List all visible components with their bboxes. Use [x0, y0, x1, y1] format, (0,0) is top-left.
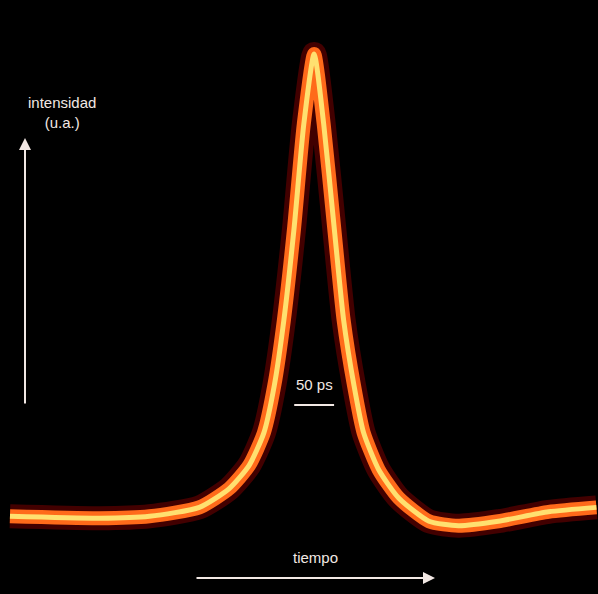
svg-text:50 ps: 50 ps [296, 376, 333, 393]
svg-text:tiempo: tiempo [293, 549, 338, 566]
svg-text:intensidad(u.a.): intensidad(u.a.) [28, 94, 96, 131]
